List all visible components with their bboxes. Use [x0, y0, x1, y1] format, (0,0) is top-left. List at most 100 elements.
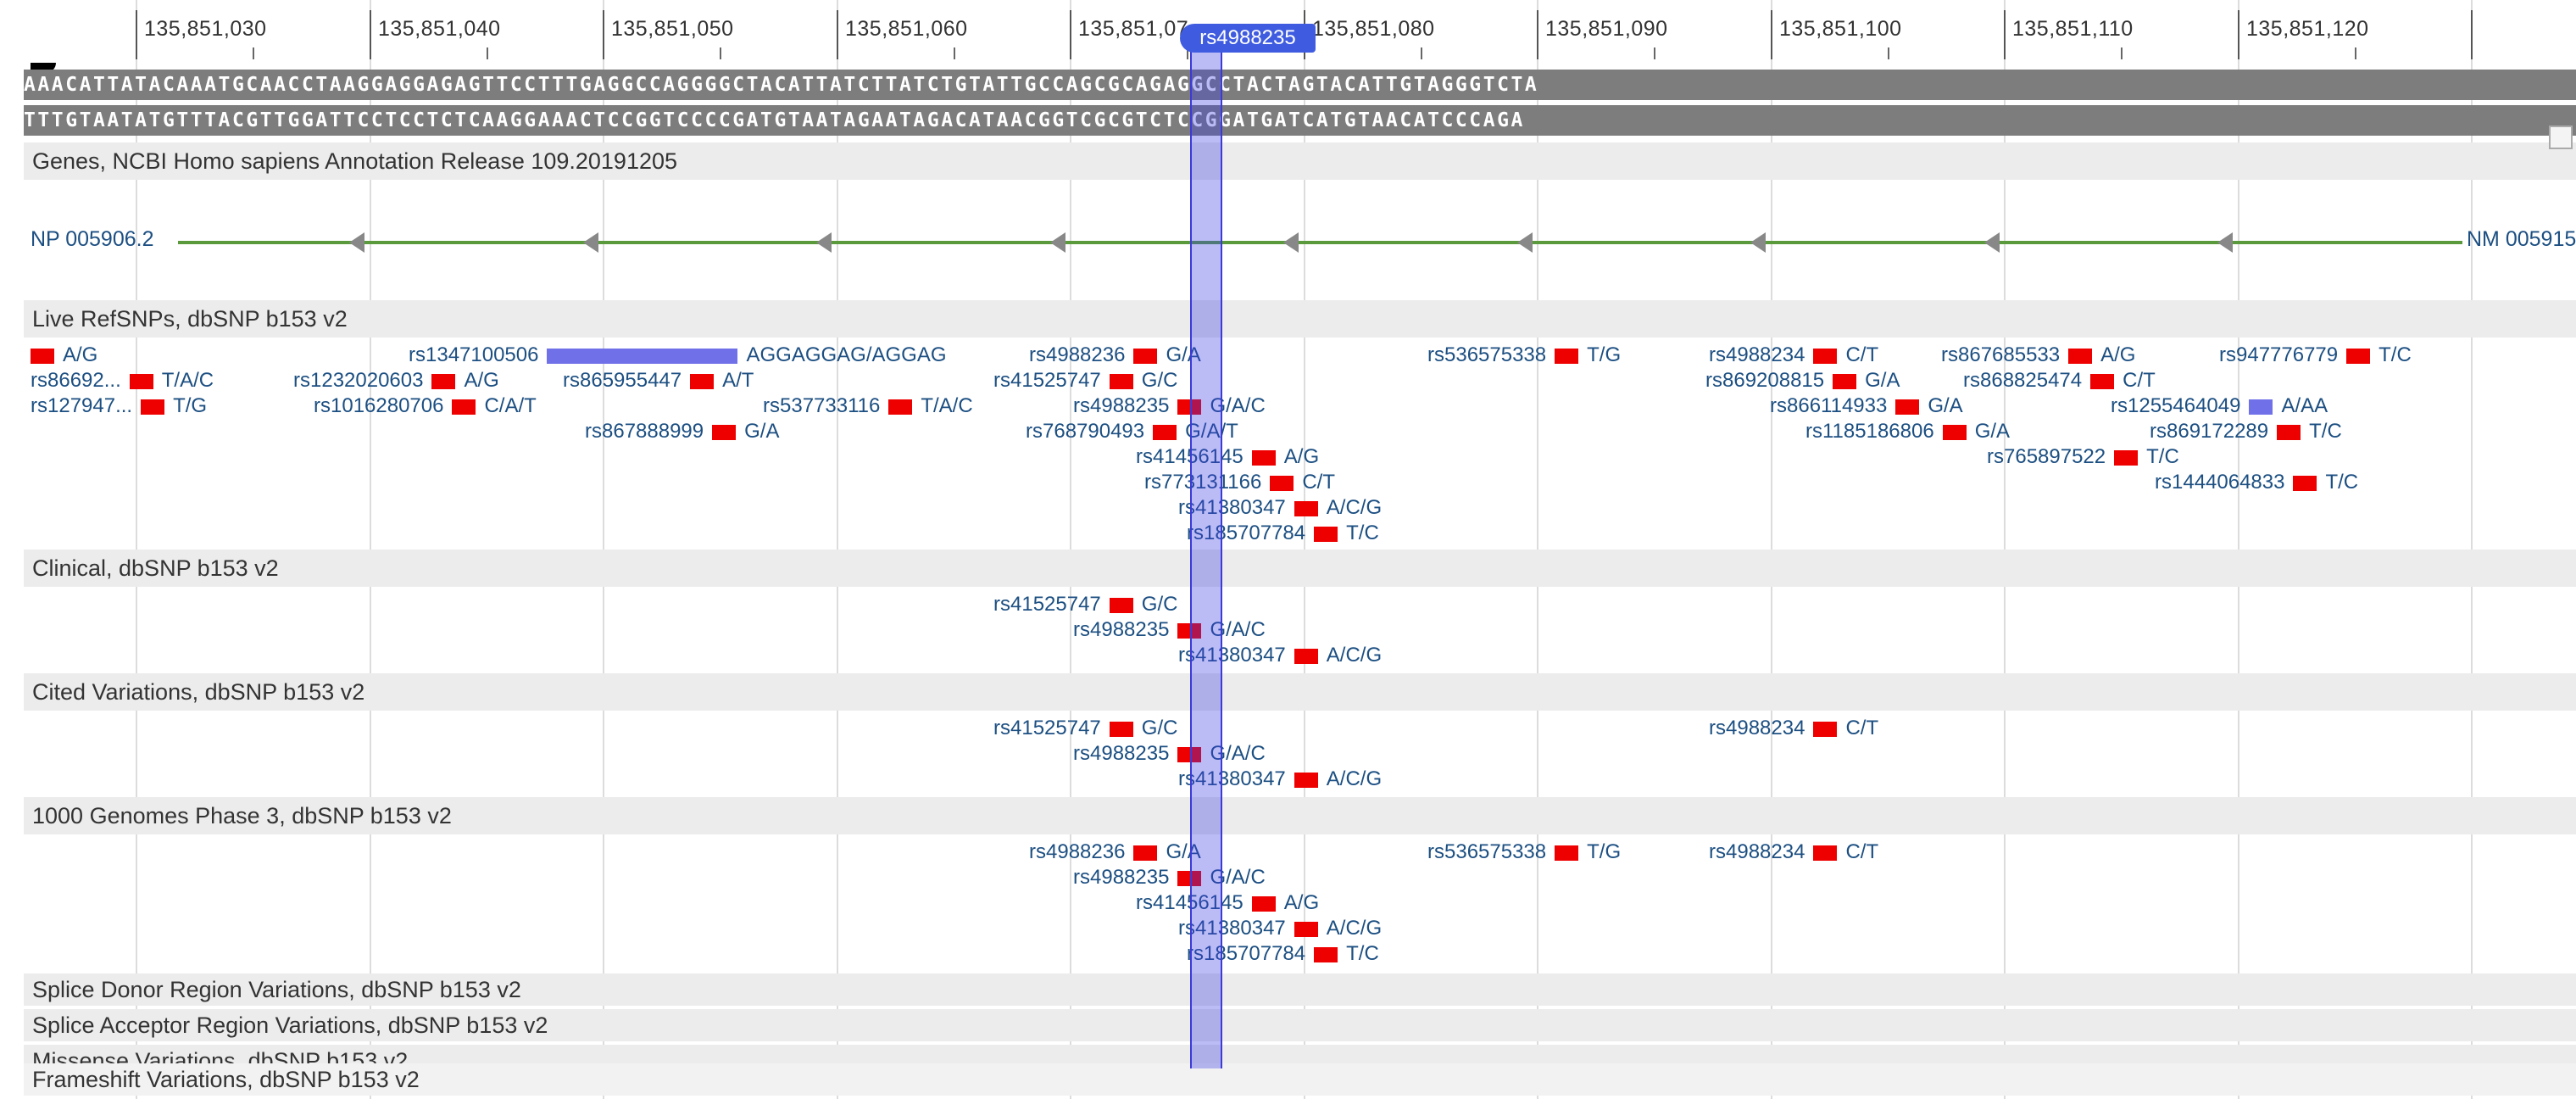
snp-id: rs86692...	[31, 369, 121, 392]
snp-id: rs41456145	[1136, 891, 1243, 914]
snp-allele: G/C	[1141, 717, 1178, 739]
track-header-frameshift[interactable]: Frameshift Variations, dbSNP b153 v2	[24, 1063, 2576, 1096]
ruler-tick	[370, 10, 371, 59]
snp-marker	[1294, 772, 1318, 788]
snp-id: rs536575338	[1427, 343, 1547, 366]
snp-feature[interactable]: rs867888999 G/A	[585, 419, 779, 444]
snp-feature[interactable]: rs41380347 A/C/G	[1178, 495, 1382, 521]
snp-feature[interactable]: rs41525747 G/C	[993, 716, 1177, 741]
position-ruler[interactable]: 135,851,030 135,851,040 135,851,050 135,…	[24, 0, 2576, 61]
snp-feature[interactable]: rs4988235 G/A/C	[1073, 741, 1266, 767]
track-header-cited[interactable]: Cited Variations, dbSNP b153 v2	[24, 673, 2576, 711]
snp-feature[interactable]: rs4988235 G/A/C	[1073, 865, 1266, 890]
selected-position-highlight[interactable]	[1190, 51, 1222, 1068]
snp-feature[interactable]: rs869172289 T/C	[2150, 419, 2342, 444]
snp-marker	[1294, 500, 1318, 516]
snp-feature[interactable]: rs4988234 C/T	[1709, 716, 1878, 741]
snp-id: rs41380347	[1178, 917, 1286, 940]
snp-feature[interactable]: rs4988235 G/A/C	[1073, 393, 1266, 419]
snp-feature[interactable]: rs868825474 C/T	[1963, 368, 2156, 393]
snp-allele: A/G	[464, 369, 499, 392]
snp-allele: AGGAGGAG/AGGAG	[746, 343, 947, 366]
snp-feature[interactable]: rs41380347 A/C/G	[1178, 916, 1382, 941]
snp-feature[interactable]: rs185707784 T/C	[1187, 941, 1379, 967]
snp-feature[interactable]: rs765897522 T/C	[1987, 444, 2179, 470]
snp-marker	[1314, 526, 1338, 542]
track-header-clinical[interactable]: Clinical, dbSNP b153 v2	[24, 550, 2576, 587]
snp-feature[interactable]: rs865955447 A/T	[563, 368, 754, 393]
snp-marker	[1177, 746, 1202, 762]
snp-allele: A/G	[1283, 445, 1320, 468]
snp-feature[interactable]: rs1016280706 C/A/T	[314, 393, 537, 419]
strand-arrow-icon	[2217, 232, 2233, 253]
snp-id: rs41525747	[993, 593, 1101, 616]
snp-marker	[1109, 597, 1133, 613]
snp-feature[interactable]: A/G	[31, 343, 97, 368]
snp-feature[interactable]: rs4988235 G/A/C	[1073, 617, 1266, 643]
snp-feature[interactable]: rs866114933 G/A	[1770, 393, 1963, 419]
snp-id: rs4988236	[1029, 840, 1126, 863]
snp-feature[interactable]: rs4988236 G/A	[1029, 343, 1201, 368]
snp-allele: A/G	[63, 343, 98, 366]
ruler-tick-label: 135,851,120	[2246, 17, 2369, 41]
snp-allele: T/C	[1346, 522, 1379, 544]
snp-allele: G/A	[1865, 369, 1900, 392]
gene-label-np[interactable]: NP 005906.2	[31, 227, 154, 251]
snp-feature[interactable]: rs41525747 G/C	[993, 368, 1177, 393]
snp-marker	[452, 399, 476, 415]
snp-feature[interactable]: rs41456145 A/G	[1136, 890, 1319, 916]
gene-label-nm[interactable]: NM 005915	[2467, 227, 2576, 251]
snp-id: rs4988234	[1709, 717, 1805, 739]
snp-feature[interactable]: rs1185186806 G/A	[1805, 419, 2010, 444]
selected-variant-label[interactable]: rs4988235	[1180, 24, 1316, 53]
sequence-forward-strand[interactable]: AAACATTATACAAATGCAACCTAAGGAGGAGAGTTCCTTT…	[24, 70, 2576, 100]
snp-feature[interactable]: rs768790493 G/A/T	[1026, 419, 1238, 444]
snp-marker	[2293, 475, 2317, 491]
snp-id: rs4988236	[1029, 343, 1126, 366]
snp-marker	[1813, 845, 1838, 861]
snp-id: rs1347100506	[409, 343, 539, 366]
snp-feature[interactable]: rs1444064833 T/C	[2155, 470, 2358, 495]
snp-feature[interactable]: rs1232020603 A/G	[293, 368, 499, 393]
snp-id: rs765897522	[1987, 445, 2106, 468]
snp-marker	[2249, 399, 2273, 415]
snp-feature[interactable]: rs41380347 A/C/G	[1178, 643, 1382, 668]
snp-feature[interactable]: rs947776779 T/C	[2219, 343, 2412, 368]
track-header-splice-donor[interactable]: Splice Donor Region Variations, dbSNP b1…	[24, 973, 2576, 1006]
snp-marker	[888, 399, 913, 415]
snp-feature[interactable]: rs41456145 A/G	[1136, 444, 1319, 470]
track-header-1000-genomes[interactable]: 1000 Genomes Phase 3, dbSNP b153 v2	[24, 797, 2576, 834]
track-settings-icon[interactable]	[2549, 126, 2573, 149]
snp-feature[interactable]: rs537733116 T/A/C	[763, 393, 973, 419]
snp-marker	[1109, 721, 1133, 737]
snp-marker	[2114, 449, 2139, 466]
snp-feature[interactable]: rs536575338 T/G	[1427, 343, 1621, 368]
snp-feature[interactable]: rs4988236 G/A	[1029, 840, 1201, 865]
snp-feature[interactable]: rs1255464049 A/AA	[2111, 393, 2328, 419]
track-header-genes[interactable]: Genes, NCBI Homo sapiens Annotation Rele…	[24, 142, 2576, 180]
track-header-splice-acceptor[interactable]: Splice Acceptor Region Variations, dbSNP…	[24, 1009, 2576, 1041]
sequence-reverse-strand[interactable]: TTTGTAATATGTTTACGTTGGATTCCTCCTCTCAAGGAAA…	[24, 105, 2576, 136]
snp-feature[interactable]: rs41525747 G/C	[993, 592, 1177, 617]
snp-feature[interactable]: rs1347100506 AGGAGGAG/AGGAG	[409, 343, 947, 368]
snp-feature[interactable]: rs185707784 T/C	[1187, 521, 1379, 546]
snp-feature[interactable]: rs773131166 C/T	[1144, 470, 1335, 495]
snp-id: rs869208815	[1705, 369, 1825, 392]
strand-arrow-icon	[583, 232, 598, 253]
snp-id: rs41380347	[1178, 767, 1286, 790]
snp-marker	[1294, 921, 1318, 937]
snp-feature[interactable]: rs86692... T/A/C	[31, 368, 214, 393]
snp-feature[interactable]: rs41380347 A/C/G	[1178, 767, 1382, 792]
snp-feature[interactable]: rs127947... T/G	[31, 393, 207, 419]
strand-arrow-icon	[1750, 232, 1766, 253]
snp-allele: G/A	[1166, 343, 1201, 366]
snp-allele: A/G	[1283, 891, 1320, 914]
snp-feature[interactable]: rs536575338 T/G	[1427, 840, 1621, 865]
track-header-live-refsnps[interactable]: Live RefSNPs, dbSNP b153 v2	[24, 300, 2576, 338]
snp-feature[interactable]: rs4988234 C/T	[1709, 840, 1878, 865]
snp-feature[interactable]: rs869208815 G/A	[1705, 368, 1900, 393]
gene-feature-line[interactable]	[178, 241, 2462, 244]
snp-id: rs1444064833	[2155, 471, 2285, 494]
snp-feature[interactable]: rs4988234 C/T	[1709, 343, 1878, 368]
snp-feature[interactable]: rs867685533 A/G	[1941, 343, 2135, 368]
